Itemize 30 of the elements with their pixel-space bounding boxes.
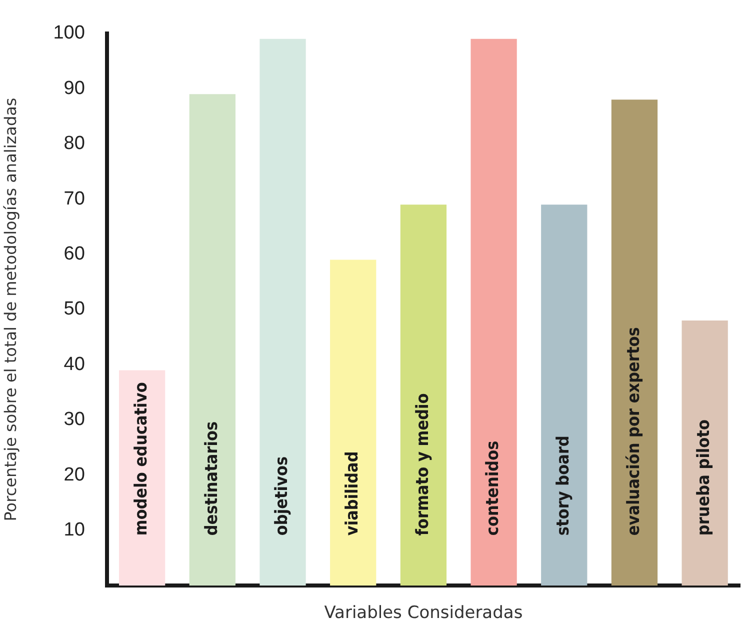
bar <box>682 320 728 586</box>
bar <box>260 38 306 586</box>
x-tick-label: formato y medio <box>412 393 433 536</box>
y-tick-label: 30 <box>64 409 85 430</box>
y-tick-label: 70 <box>64 188 85 210</box>
y-tick-label: 40 <box>64 354 85 375</box>
x-tick-label: story board <box>554 436 574 536</box>
y-tick-label: 10 <box>64 520 85 541</box>
y-tick-label: 100 <box>53 22 85 44</box>
bar <box>611 100 658 586</box>
bar <box>400 204 447 586</box>
x-tick-label: modelo educativo <box>131 382 152 536</box>
bar <box>470 38 517 586</box>
x-tick-label: contenidos <box>483 440 504 536</box>
x-tick-label: evaluación por expertos <box>624 327 644 536</box>
y-tick-label: 90 <box>64 78 85 99</box>
y-tick-label: 80 <box>64 133 85 154</box>
bar <box>541 204 588 586</box>
x-tick-label: viabilidad <box>342 451 363 536</box>
y-axis-title: Porcentaje sobre el total de metodologías analizadas <box>0 98 20 522</box>
y-tick-label: 50 <box>64 298 85 320</box>
bar <box>189 94 236 586</box>
y-tick-label: 20 <box>64 464 85 486</box>
x-tick-label: destinatarios <box>202 421 222 536</box>
x-tick-label: objetivos <box>272 456 292 536</box>
y-tick-label: 60 <box>64 244 85 265</box>
bar <box>119 370 166 586</box>
x-tick-label: prueba piloto <box>694 419 714 536</box>
x-axis-title: Variables Consideradas <box>324 603 523 624</box>
bar <box>330 260 376 586</box>
